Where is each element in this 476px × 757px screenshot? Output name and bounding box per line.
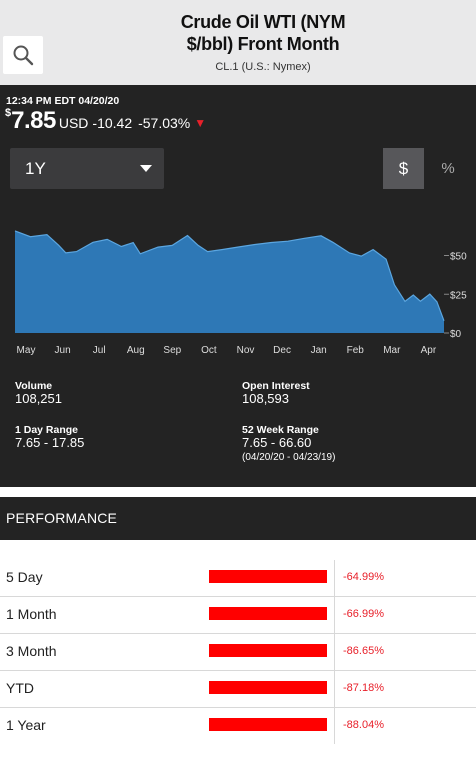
performance-period: 1 Month — [6, 606, 57, 622]
x-tick-label: May — [17, 345, 36, 356]
open-interest-value: 108,593 — [242, 391, 289, 406]
x-tick-label: Mar — [383, 345, 401, 356]
volume-label: Volume — [15, 380, 53, 392]
performance-row: 5 Day -64.99% — [0, 560, 476, 597]
performance-value: -86.65% — [343, 645, 384, 657]
time-range-select[interactable]: 1Y — [10, 148, 164, 189]
chevron-down-icon — [140, 165, 152, 172]
x-tick-label: Jul — [93, 345, 106, 356]
price-change-percent: -57.03% — [138, 115, 191, 131]
week52-range-dates: (04/20/20 - 04/23/19) — [242, 452, 336, 463]
search-icon — [13, 45, 34, 66]
price-change: -10.42 — [92, 115, 133, 131]
page-title: Crude Oil WTI (NYM $/bbl) Front Month — [60, 11, 466, 55]
performance-bar — [209, 644, 327, 657]
performance-value: -66.99% — [343, 608, 384, 620]
y-tick-label: $50 — [450, 252, 467, 263]
dollar-view-button[interactable]: $ — [383, 148, 424, 189]
performance-bar — [209, 681, 327, 694]
x-tick-label: Oct — [201, 345, 217, 356]
search-button[interactable] — [3, 36, 43, 74]
volume-value: 108,251 — [15, 391, 62, 406]
y-tick-label: $0 — [450, 329, 462, 340]
day-range-value: 7.65 - 17.85 — [15, 435, 85, 450]
open-interest-label: Open Interest — [242, 380, 310, 392]
performance-row: 3 Month -86.65% — [0, 634, 476, 671]
performance-bar — [209, 607, 327, 620]
time-range-value: 1Y — [25, 158, 46, 178]
x-tick-label: Aug — [127, 345, 145, 356]
performance-header: PERFORMANCE — [0, 497, 476, 540]
currency-symbol: $ — [5, 107, 12, 119]
week52-range-value: 7.65 - 66.60 — [242, 435, 312, 450]
performance-period: 3 Month — [6, 643, 57, 659]
y-tick-label: $25 — [450, 290, 467, 301]
price-chart: $50 $25 $0 May Jun Jul Aug Sep Oct Nov Dec Jan Feb M… — [14, 230, 467, 356]
quote-timestamp: 12:34 PM EDT 04/20/20 — [6, 95, 120, 107]
title-line-2: $/bbl) Front Month — [186, 34, 340, 54]
performance-list: 5 Day -64.99% 1 Month -66.99% 3 Month -86.65%… — [0, 560, 476, 745]
price-area — [15, 230, 444, 333]
performance-value: -64.99% — [343, 571, 384, 583]
performance-period: 5 Day — [6, 569, 43, 585]
title-line-1: Crude Oil WTI (NYM — [180, 12, 346, 32]
performance-row: 1 Month -66.99% — [0, 597, 476, 634]
performance-period: YTD — [6, 680, 34, 696]
percent-view-button[interactable]: % — [441, 160, 455, 177]
performance-period: 1 Year — [6, 717, 46, 733]
x-tick-label: Apr — [421, 345, 437, 356]
price-unit: USD — [58, 115, 89, 131]
x-tick-label: Nov — [237, 345, 255, 356]
x-tick-label: Jan — [311, 345, 327, 356]
instrument-subtitle: CL.1 (U.S.: Nymex) — [215, 61, 311, 73]
performance-value: -88.04% — [343, 719, 384, 731]
performance-row: 1 Year -88.04% — [0, 708, 476, 745]
performance-bar — [209, 570, 327, 583]
down-arrow-icon: ▼ — [194, 116, 207, 130]
x-tick-label: Dec — [273, 345, 291, 356]
x-tick-label: Sep — [163, 345, 181, 356]
x-tick-label: Feb — [347, 345, 365, 356]
performance-bar — [209, 718, 327, 731]
performance-value: -87.18% — [343, 682, 384, 694]
performance-row: YTD -87.18% — [0, 671, 476, 708]
price-row: $ 7.85 USD -10.42 -57.03% ▼ — [5, 107, 206, 135]
day-range-label: 1 Day Range — [15, 424, 79, 436]
page-header: Crude Oil WTI (NYM $/bbl) Front Month CL… — [0, 0, 476, 85]
performance-divider — [334, 560, 335, 744]
last-price: 7.85 — [11, 107, 56, 134]
x-tick-label: Jun — [55, 345, 71, 356]
week52-range-label: 52 Week Range — [242, 424, 319, 436]
quote-panel: 12:34 PM EDT 04/20/20 $ 7.85 USD -10.42 … — [0, 85, 476, 487]
price-line — [14, 230, 445, 322]
